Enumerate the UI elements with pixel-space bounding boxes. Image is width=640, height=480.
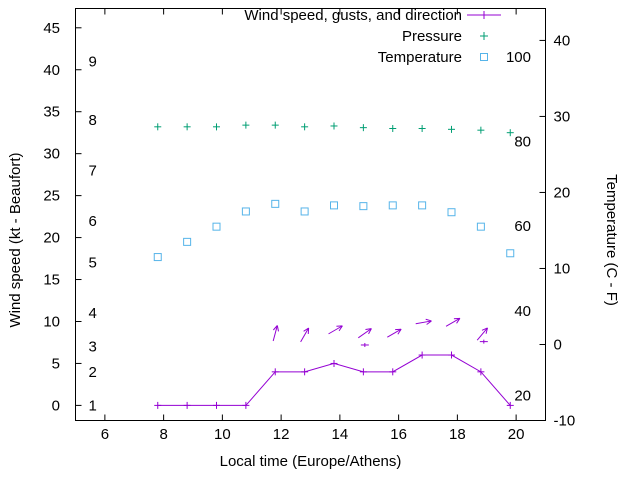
beaufort-label: 6 — [89, 213, 97, 230]
f-tick-label: 80 — [514, 134, 531, 151]
kt-tick-label: 20 — [43, 230, 60, 247]
right-axis-label: Temperature (C - F) — [603, 174, 620, 306]
kt-tick-label: 25 — [43, 188, 60, 205]
beaufort-label: 9 — [89, 53, 97, 70]
f-tick-label: 100 — [506, 49, 531, 66]
beaufort-label: 3 — [89, 339, 97, 356]
beaufort-label: 1 — [89, 397, 97, 414]
beaufort-label: 4 — [89, 305, 97, 322]
plot-border — [75, 8, 546, 421]
x-tick-label: 10 — [214, 426, 231, 443]
kt-tick-label: 35 — [43, 104, 60, 121]
kt-tick-label: 40 — [43, 62, 60, 79]
x-tick-label: 6 — [101, 426, 109, 443]
wind-direction-arrows — [272, 317, 488, 343]
c-tick-label: 40 — [554, 32, 571, 49]
kt-tick-label: 15 — [43, 272, 60, 289]
x-tick-label: 16 — [390, 426, 407, 443]
left-axis-label: Wind speed (kt - Beaufort) — [7, 152, 24, 327]
beaufort-label: 2 — [89, 364, 97, 381]
legend-label: Wind speed, gusts, and direction — [244, 7, 462, 24]
c-tick-label: 0 — [554, 336, 562, 353]
x-axis-label: Local time (Europe/Athens) — [220, 453, 402, 470]
f-tick-label: 60 — [514, 218, 531, 235]
kt-tick-label: 10 — [43, 313, 60, 330]
axis-titles: Local time (Europe/Athens) Wind speed (kt… — [7, 152, 620, 470]
beaufort-label: 5 — [89, 255, 97, 272]
kt-tick-label: 30 — [43, 146, 60, 163]
f-tick-label: 40 — [514, 303, 531, 320]
legend-label: Pressure — [402, 28, 462, 45]
c-tick-label: 20 — [554, 184, 571, 201]
legend-label: Temperature — [378, 49, 462, 66]
legend: Wind speed, gusts, and direction Pressure… — [244, 7, 501, 66]
c-tick-label: 30 — [554, 108, 571, 125]
x-tick-label: 8 — [159, 426, 167, 443]
gust-marks — [360, 339, 488, 347]
kt-tick-label: 5 — [52, 355, 60, 372]
beaufort-label: 7 — [89, 162, 97, 179]
c-tick-label: 10 — [554, 260, 571, 277]
pressure-series — [154, 121, 514, 137]
kt-tick-label: 0 — [52, 397, 60, 414]
beaufort-label: 8 — [89, 112, 97, 129]
x-tick-label: 14 — [332, 426, 349, 443]
beaufort-scale: 1 2 3 4 5 6 7 8 9 — [89, 53, 97, 414]
temperature-series — [153, 199, 515, 262]
f-tick-label: 20 — [514, 387, 531, 404]
left-axis-kt: 0 5 10 15 20 25 30 35 40 45 — [43, 20, 82, 414]
c-tick-label: -10 — [554, 413, 576, 430]
x-axis-ticks: 6 8 10 12 14 16 18 20 — [101, 8, 525, 443]
wind-series — [154, 351, 514, 409]
kt-tick-label: 45 — [43, 20, 60, 37]
right-axis-c: -10 0 10 20 30 40 — [539, 32, 576, 430]
x-tick-label: 12 — [273, 426, 290, 443]
x-tick-label: 18 — [449, 426, 466, 443]
x-tick-label: 20 — [508, 426, 525, 443]
fahrenheit-scale: 20 40 60 80 100 — [506, 49, 531, 404]
